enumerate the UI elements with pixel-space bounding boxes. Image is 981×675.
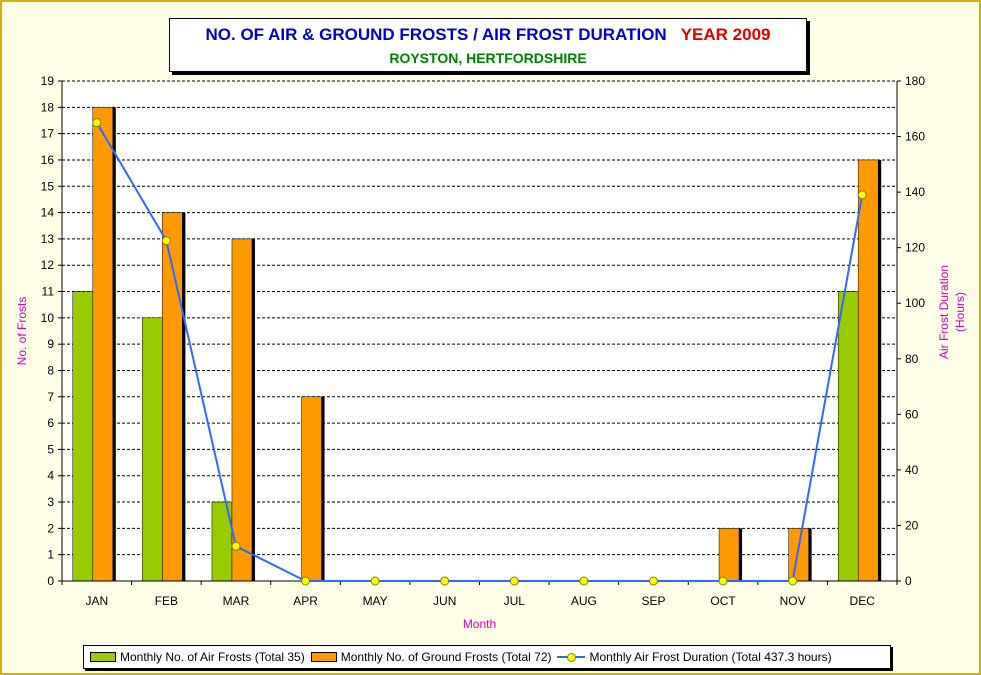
line-air-frost-duration (95, 122, 864, 582)
bar-air-frosts (72, 291, 94, 582)
line-marker (788, 576, 798, 586)
y-right-tick-label: 160 (905, 130, 925, 144)
line-marker (648, 576, 658, 586)
line-marker (301, 576, 311, 586)
x-tick-label: DEC (850, 594, 876, 608)
y-left-tick-label: 13 (41, 232, 55, 246)
y-right-tick-label: 40 (905, 463, 919, 477)
bar-ground-frosts (857, 159, 879, 582)
bar-ground-frosts (301, 396, 322, 582)
y-left-tick-label: 10 (41, 311, 55, 325)
y-left-axis-title: No. of Frosts (15, 297, 29, 366)
y-right-tick-label: 20 (905, 518, 919, 532)
line-marker (579, 576, 589, 586)
y-right-tick-label: 60 (905, 407, 919, 421)
chart-title: NO. OF AIR & GROUND FROSTS / AIR FROST D… (170, 25, 806, 45)
line-marker (231, 541, 241, 551)
y-left-tick-label: 7 (47, 390, 54, 404)
legend-label-ground-frosts: Monthly No. of Ground Frosts (Total 72) (340, 650, 552, 664)
y-left-tick-label: 8 (47, 363, 54, 377)
legend-item-ground-frosts: Monthly No. of Ground Frosts (Total 72) (310, 650, 552, 664)
chart-subtitle: ROYSTON, HERTFORDSHIRE (389, 50, 587, 66)
legend: Monthly No. of Air Frosts (Total 35) Mon… (83, 645, 891, 669)
x-tick-label: FEB (155, 594, 178, 608)
y-right-tick-label: 0 (905, 574, 912, 588)
line-marker (857, 190, 867, 200)
y-right-axis-title: Air Frost Duration (937, 265, 951, 359)
y-right-tick-label: 180 (905, 74, 925, 88)
y-left-tick-label: 0 (47, 574, 54, 588)
y-left-tick-label: 6 (47, 416, 54, 430)
chart-title-main: NO. OF AIR & GROUND FROSTS / AIR FROST D… (205, 25, 667, 44)
x-tick-label: APR (293, 594, 318, 608)
x-tick-label: OCT (710, 594, 736, 608)
line-marker (509, 576, 519, 586)
x-tick-label: NOV (780, 594, 806, 608)
title-box: NO. OF AIR & GROUND FROSTS / AIR FROST D… (169, 18, 807, 72)
y-left-tick-label: 9 (47, 337, 54, 351)
y-left-tick-label: 15 (41, 179, 55, 193)
y-right-tick-label: 120 (905, 241, 925, 255)
bar-ground-frosts (231, 238, 253, 582)
plot-area (62, 81, 897, 581)
line-marker (161, 236, 171, 246)
x-tick-label: MAY (363, 594, 388, 608)
legend-item-air-frosts: Monthly No. of Air Frosts (Total 35) (90, 650, 305, 664)
y-left-tick-label: 19 (41, 74, 55, 88)
x-tick-label: JAN (85, 594, 108, 608)
y-right-tick-label: 80 (905, 352, 919, 366)
y-left-tick-label: 12 (41, 258, 55, 272)
line-marker (92, 118, 102, 128)
line-marker (718, 576, 728, 586)
y-left-tick-label: 3 (47, 495, 54, 509)
x-tick-label: MAR (223, 594, 250, 608)
y-left-tick-label: 11 (42, 285, 55, 299)
y-left-tick-label: 16 (41, 153, 55, 167)
y-left-tick-label: 18 (41, 100, 55, 114)
x-tick-label: AUG (571, 594, 597, 608)
x-axis-title: Month (463, 617, 496, 631)
x-tick-label: SEP (641, 594, 665, 608)
y-right-tick-label: 140 (905, 185, 925, 199)
x-tick-label: JUL (504, 594, 526, 608)
y-right-axis-title-unit: (Hours) (953, 292, 967, 332)
line-marker (440, 576, 450, 586)
legend-swatch-ground-frosts (310, 652, 337, 662)
y-left-tick-label: 14 (41, 206, 55, 220)
line-marker (370, 576, 380, 586)
bar-air-frosts (837, 291, 859, 582)
legend-item-duration: Monthly Air Frost Duration (Total 437.3 … (557, 650, 832, 664)
y-left-tick-label: 1 (47, 548, 54, 562)
legend-swatch-air-frosts (90, 652, 116, 662)
y-left-tick-label: 4 (47, 469, 54, 483)
legend-label-duration: Monthly Air Frost Duration (Total 437.3 … (589, 650, 832, 664)
legend-swatch-duration (557, 653, 586, 662)
y-left-tick-label: 5 (47, 442, 54, 456)
x-tick-label: JUN (433, 594, 456, 608)
bar-air-frosts (142, 317, 163, 582)
legend-label-air-frosts: Monthly No. of Air Frosts (Total 35) (120, 650, 305, 664)
bar-ground-frosts (92, 107, 114, 582)
chart-title-year: YEAR 2009 (680, 25, 771, 44)
y-left-tick-label: 2 (47, 521, 54, 535)
y-right-tick-label: 100 (905, 296, 925, 310)
bar-ground-frosts (718, 528, 740, 582)
bar-ground-frosts (788, 528, 809, 582)
y-left-tick-label: 17 (41, 127, 55, 141)
